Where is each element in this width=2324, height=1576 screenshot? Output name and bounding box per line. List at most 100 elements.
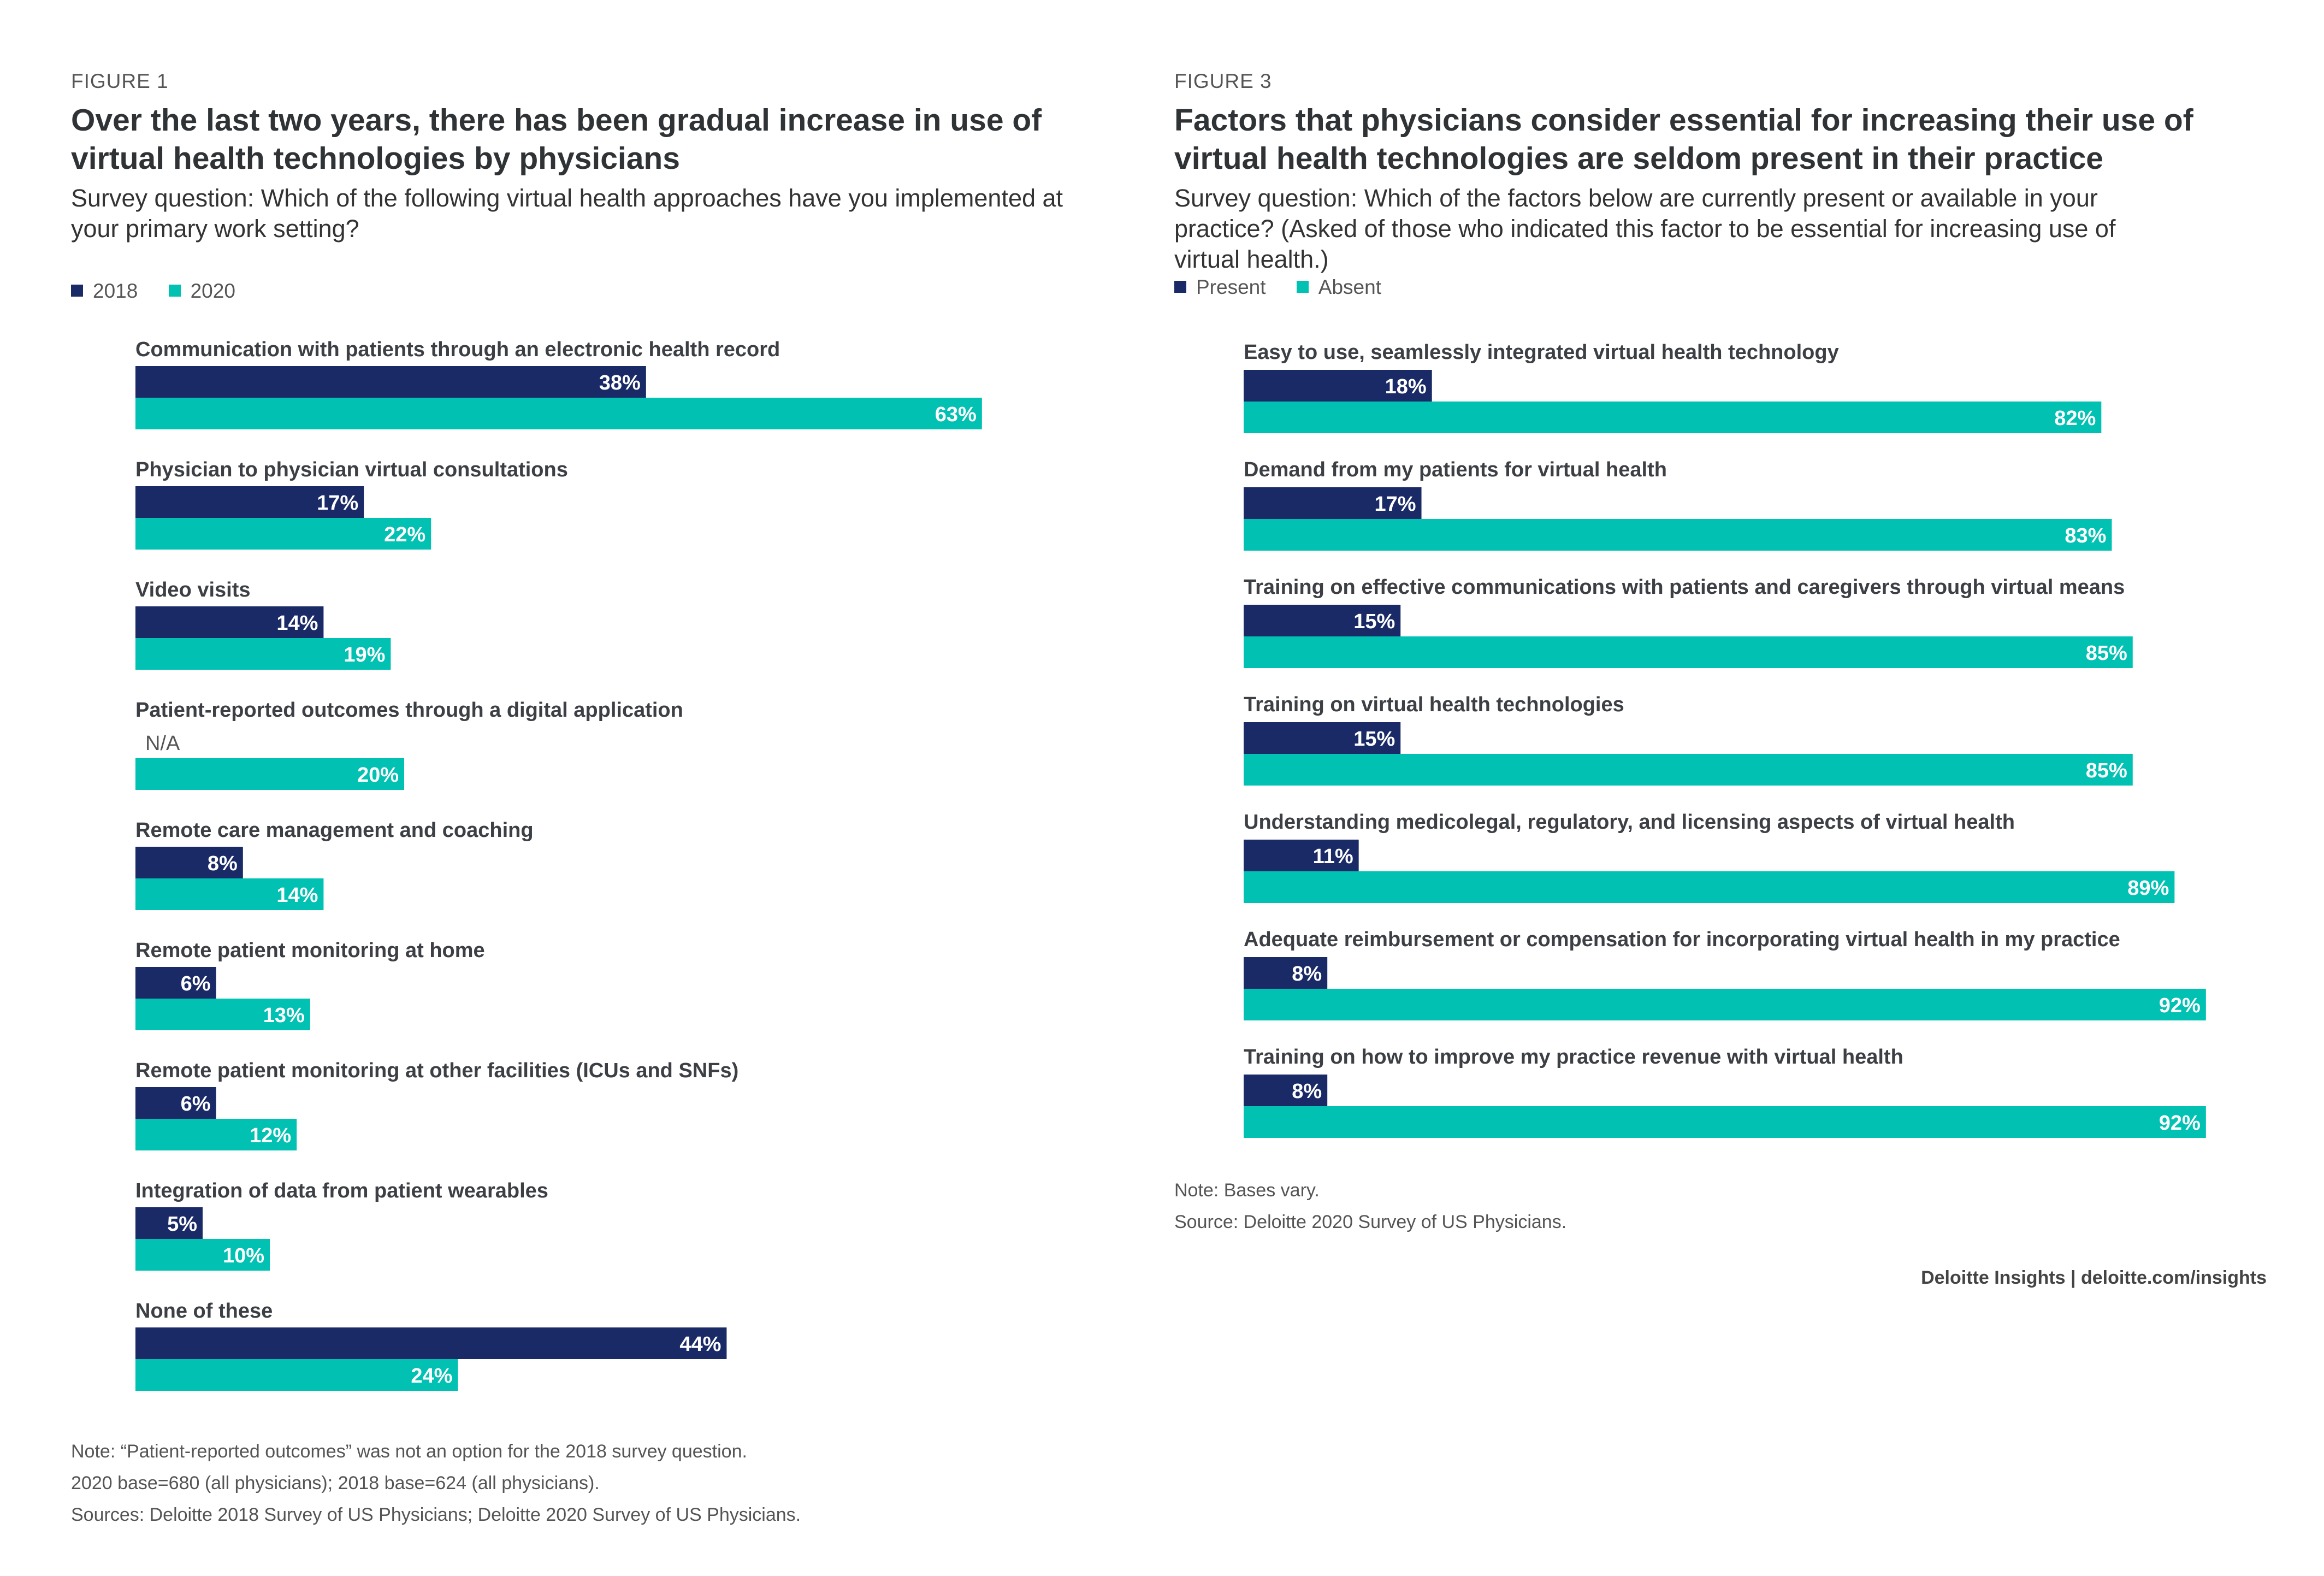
bar-value-label: 38% — [599, 371, 641, 394]
bar-value-label: 83% — [2065, 524, 2106, 547]
bar-Absent — [1244, 519, 2112, 551]
bar-value-label: 11% — [1313, 845, 1353, 868]
bar-2020 — [135, 999, 310, 1030]
legend-item-2018: 2018 — [71, 280, 138, 303]
figure-1-note-1: Note: “Patient-reported outcomes” was no… — [71, 1441, 747, 1462]
bar-value-label: 17% — [1374, 493, 1416, 516]
bar-2018 — [135, 1207, 203, 1239]
figure-1-legend: 2018 2020 — [71, 280, 261, 303]
category-label: Easy to use, seamlessly integrated virtu… — [1244, 341, 1839, 364]
figure-1-notes: Note: “Patient-reported outcomes” was no… — [71, 1436, 801, 1531]
bar-value-label: 8% — [1292, 963, 1322, 985]
figure-3-question: Survey question: Which of the factors be… — [1174, 184, 2116, 273]
legend-label-present: Present — [1196, 276, 1266, 298]
bar-value-label: 24% — [411, 1365, 452, 1388]
bar-2018 — [135, 847, 243, 878]
bar-value-label: 10% — [223, 1244, 264, 1267]
figure-1-title: Over the last two years, there has been … — [71, 103, 1042, 176]
figure-3-note-1: Note: Bases vary. — [1174, 1180, 1320, 1201]
figure-3-note-2: Source: Deloitte 2020 Survey of US Physi… — [1174, 1212, 1567, 1232]
legend-label-2018: 2018 — [93, 280, 138, 302]
category-label: Adequate reimbursement or compensation f… — [1244, 928, 2120, 951]
figure-3-title: Factors that physicians consider essenti… — [1174, 103, 2193, 176]
bar-2020 — [135, 1359, 458, 1391]
legend-swatch-absent — [1296, 281, 1309, 293]
bar-2020 — [135, 518, 431, 550]
bar-value-label: 14% — [276, 884, 318, 907]
bar-Absent — [1244, 754, 2133, 786]
legend-item-present: Present — [1174, 276, 1266, 299]
category-label: Demand from my patients for virtual heal… — [1244, 458, 1667, 481]
category-label: Training on effective communications wit… — [1244, 576, 2125, 599]
bar-value-label: 15% — [1353, 728, 1395, 751]
bar-2018 — [135, 606, 324, 638]
figure-3-label: FIGURE 3 — [1174, 70, 1272, 92]
bar-Absent — [1244, 402, 2102, 433]
figure-3-legend: Present Absent — [1174, 276, 1406, 299]
bar-value-label: 85% — [2086, 642, 2127, 665]
bar-2020 — [135, 1239, 270, 1271]
bar-value-label: 19% — [344, 644, 385, 666]
category-label: Training on virtual health technologies — [1244, 693, 1624, 716]
bar-value-label: 20% — [357, 764, 399, 787]
bar-2020 — [135, 1119, 297, 1150]
legend-swatch-2018 — [71, 285, 83, 297]
bar-Present — [1244, 840, 1359, 871]
legend-item-absent: Absent — [1296, 276, 1381, 299]
figure-1-note-3: Sources: Deloitte 2018 Survey of US Phys… — [71, 1504, 801, 1525]
bar-value-label: 18% — [1385, 375, 1427, 398]
bar-2018 — [135, 366, 646, 398]
bar-value-label: 92% — [2159, 1112, 2201, 1135]
bar-value-label: 17% — [317, 492, 358, 515]
bar-value-label: 13% — [263, 1004, 305, 1027]
category-label: Patient-reported outcomes through a digi… — [135, 699, 683, 722]
bar-value-label: 15% — [1353, 610, 1395, 633]
bar-Absent — [1244, 636, 2133, 668]
bar-2018 — [135, 967, 216, 999]
category-label: Communication with patients through an e… — [135, 338, 780, 361]
bar-value-label: 63% — [935, 403, 977, 426]
legend-label-absent: Absent — [1318, 276, 1381, 298]
bar-value-label: 92% — [2159, 994, 2201, 1017]
bar-Absent — [1244, 1106, 2206, 1138]
figure-1-label: FIGURE 1 — [71, 70, 169, 92]
bar-value-label: 85% — [2086, 759, 2127, 782]
bar-Absent — [1244, 989, 2206, 1020]
bar-2018 — [135, 1087, 216, 1119]
bar-value-label: 5% — [167, 1213, 197, 1236]
na-label: N/A — [145, 732, 180, 755]
category-label: Remote patient monitoring at home — [135, 939, 485, 962]
bar-value-label: 44% — [679, 1333, 721, 1356]
bar-value-label: 14% — [276, 612, 318, 635]
bar-Present — [1244, 1075, 1328, 1106]
legend-swatch-2020 — [168, 285, 181, 297]
bar-value-label: 8% — [1292, 1080, 1322, 1103]
category-label: Integration of data from patient wearabl… — [135, 1179, 548, 1202]
figure-1-question: Survey question: Which of the following … — [71, 184, 1063, 243]
category-label: Physician to physician virtual consultat… — [135, 458, 568, 481]
legend-swatch-present — [1174, 281, 1186, 293]
bar-Present — [1244, 605, 1401, 636]
category-label: Remote patient monitoring at other facil… — [135, 1059, 738, 1082]
bar-Present — [1244, 487, 1422, 519]
bar-Present — [1244, 370, 1432, 402]
figure-1-bar-chart: Communication with patients through an e… — [135, 338, 982, 1391]
bar-Present — [1244, 957, 1328, 989]
bar-value-label: 12% — [250, 1124, 291, 1147]
bar-value-label: 6% — [181, 1093, 211, 1115]
legend-item-2020: 2020 — [168, 280, 235, 303]
figure-3-bar-chart: Easy to use, seamlessly integrated virtu… — [1244, 341, 2206, 1138]
bar-2020 — [135, 638, 391, 670]
bar-2020 — [135, 758, 404, 790]
bar-2020 — [135, 878, 324, 910]
figure-3-notes: Note: Bases vary. Source: Deloitte 2020 … — [1174, 1174, 1566, 1238]
bar-Present — [1244, 722, 1401, 754]
bar-value-label: 82% — [2054, 407, 2096, 430]
category-label: Training on how to improve my practice r… — [1244, 1046, 1903, 1069]
category-label: Understanding medicolegal, regulatory, a… — [1244, 811, 2015, 834]
bar-value-label: 8% — [208, 852, 238, 875]
category-label: Remote care management and coaching — [135, 819, 534, 842]
bar-value-label: 6% — [181, 972, 211, 995]
figure-1-note-2: 2020 base=680 (all physicians); 2018 bas… — [71, 1473, 600, 1494]
bar-value-label: 22% — [384, 523, 425, 546]
